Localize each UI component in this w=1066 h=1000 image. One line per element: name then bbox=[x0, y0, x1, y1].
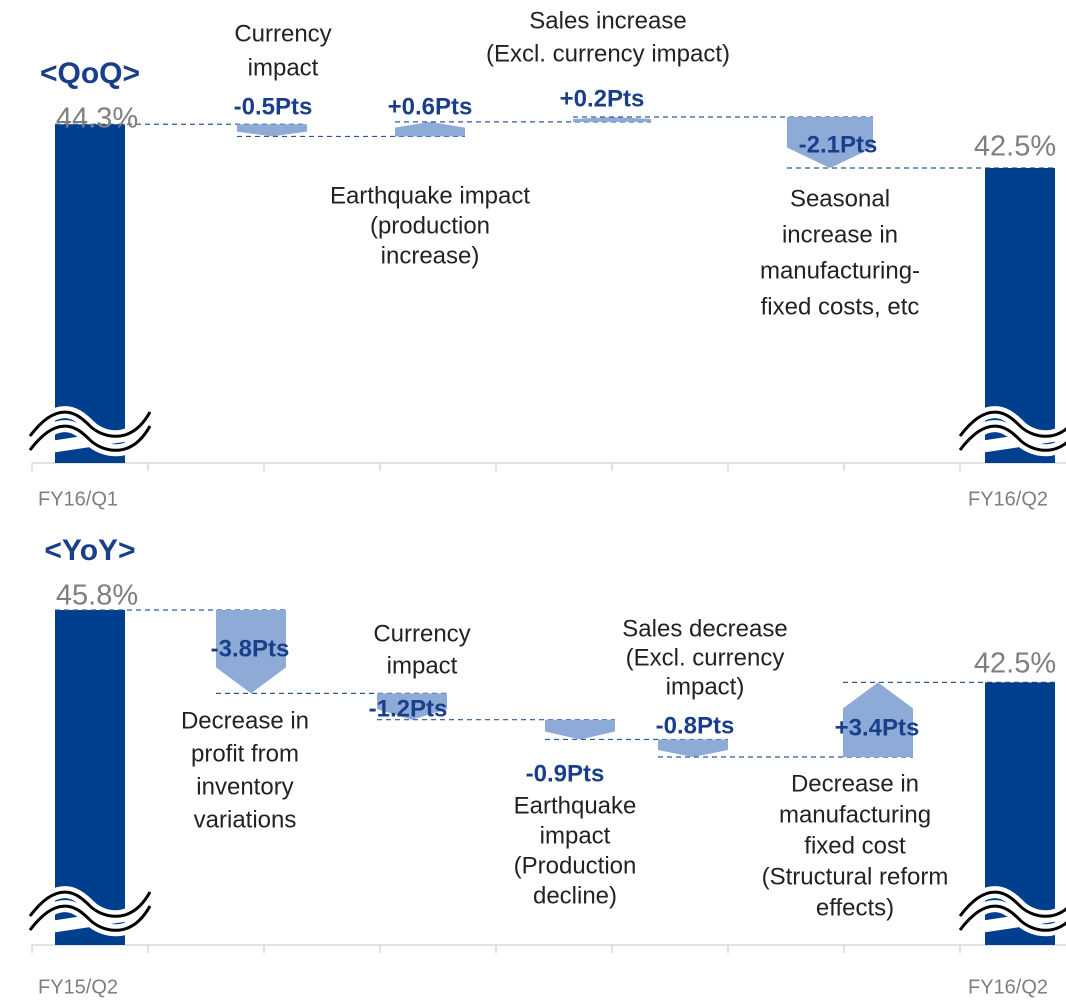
annotation: Seasonal bbox=[790, 185, 890, 212]
step bbox=[216, 610, 286, 694]
step bbox=[658, 739, 728, 757]
annotation: (Excl. currency bbox=[626, 644, 785, 671]
step bbox=[237, 124, 307, 137]
axis-break bbox=[28, 904, 152, 932]
x-tick-label: FY16/Q2 bbox=[968, 488, 1048, 510]
step bbox=[843, 682, 913, 757]
step bbox=[573, 117, 651, 122]
axis-break bbox=[958, 410, 1066, 438]
annotation: Earthquake impact bbox=[330, 182, 530, 209]
annotation: Sales increase bbox=[529, 7, 686, 34]
annotation: increase) bbox=[381, 242, 480, 269]
annotation: manufacturing- bbox=[760, 257, 920, 284]
annotation: Decrease in bbox=[181, 707, 309, 734]
axis-break bbox=[28, 890, 152, 918]
annotation: impact bbox=[387, 652, 458, 679]
annotation: manufacturing bbox=[779, 801, 931, 828]
value-label: -0.8Pts bbox=[656, 712, 735, 739]
annotation: (Structural reform bbox=[762, 863, 949, 890]
annotation: variations bbox=[194, 806, 297, 833]
value-label: 42.5% bbox=[974, 648, 1056, 680]
step bbox=[395, 121, 465, 137]
value-label: +0.6Pts bbox=[388, 93, 473, 120]
annotation: (production bbox=[370, 212, 490, 239]
annotation: increase in bbox=[782, 221, 898, 248]
annotation: impact) bbox=[666, 673, 745, 700]
value-label: 42.5% bbox=[974, 131, 1056, 163]
axis-break bbox=[958, 904, 1066, 932]
panel-title: <QoQ> bbox=[40, 57, 140, 90]
annotation: Currency bbox=[373, 620, 470, 647]
annotation: profit from bbox=[191, 740, 299, 767]
value-label: 44.3% bbox=[56, 103, 138, 135]
annotation: impact bbox=[540, 822, 611, 849]
axis-break bbox=[28, 424, 152, 452]
x-tick-label: FY16/Q2 bbox=[968, 976, 1048, 998]
annotation: Earthquake bbox=[514, 792, 637, 819]
value-label: -1.2Pts bbox=[369, 695, 448, 722]
value-label: -0.5Pts bbox=[234, 93, 313, 120]
axis-break bbox=[28, 410, 152, 438]
x-tick-label: FY15/Q2 bbox=[38, 976, 118, 998]
annotation: impact bbox=[248, 54, 319, 81]
annotation: (Excl. currency impact) bbox=[486, 40, 730, 67]
step bbox=[377, 693, 447, 720]
step bbox=[545, 719, 615, 740]
annotation: fixed cost bbox=[804, 832, 906, 859]
step bbox=[787, 117, 873, 168]
value-label: +0.2Pts bbox=[560, 85, 645, 112]
value-label: 45.8% bbox=[56, 580, 138, 612]
annotation: decline) bbox=[533, 882, 617, 909]
annotation: inventory bbox=[196, 773, 293, 800]
panel-title: <YoY> bbox=[44, 534, 135, 567]
annotation: fixed costs, etc bbox=[761, 293, 920, 320]
x-tick-label: FY16/Q1 bbox=[38, 488, 118, 510]
value-label: +3.4Pts bbox=[835, 714, 920, 741]
axis-break bbox=[958, 424, 1066, 452]
annotation: effects) bbox=[816, 894, 894, 921]
value-label: -3.8Pts bbox=[211, 635, 290, 662]
value-label: -0.9Pts bbox=[526, 760, 605, 787]
annotation: Decrease in bbox=[791, 770, 919, 797]
annotation: (Production bbox=[514, 852, 637, 879]
annotation: Currency bbox=[234, 20, 331, 47]
axis-break bbox=[958, 890, 1066, 918]
annotation: Sales decrease bbox=[622, 615, 787, 642]
value-label: -2.1Pts bbox=[799, 131, 878, 158]
